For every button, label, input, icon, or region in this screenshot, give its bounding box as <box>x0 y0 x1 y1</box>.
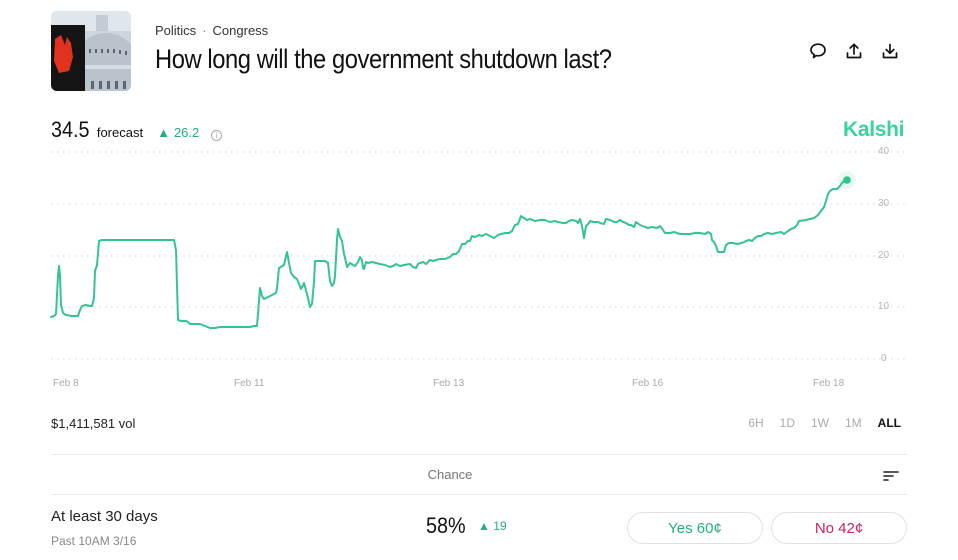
outcome-subtitle: Past 10AM 3/16 <box>51 534 137 548</box>
kalshi-logo: Kalshi <box>843 118 905 141</box>
range-all[interactable]: ALL <box>877 416 901 430</box>
up-arrow-icon: ▲ <box>478 519 490 533</box>
range-1w[interactable]: 1W <box>811 416 829 430</box>
page-title: How long will the government shutdown la… <box>155 44 612 74</box>
forecast-delta: ▲ 26.2 <box>157 125 199 140</box>
range-6h[interactable]: 6H <box>748 416 764 430</box>
endpoint-dot <box>843 176 851 184</box>
y-tick-20: 20 <box>878 250 890 261</box>
forecast-chart[interactable] <box>0 140 958 400</box>
x-tick-feb13: Feb 13 <box>433 378 465 389</box>
y-tick-10: 10 <box>878 301 890 312</box>
breadcrumb-congress[interactable]: Congress <box>212 23 269 38</box>
y-tick-0: 0 <box>881 353 887 364</box>
chance-column-header: Chance <box>427 467 473 482</box>
forecast-line <box>50 179 848 329</box>
volume: $1,411,581 vol <box>51 416 136 431</box>
divider <box>51 494 908 495</box>
download-icon[interactable] <box>880 40 900 62</box>
share-icon[interactable] <box>844 40 864 62</box>
x-tick-feb18: Feb 18 <box>813 378 845 389</box>
x-tick-feb8: Feb 8 <box>53 378 79 389</box>
market-thumbnail <box>51 11 131 91</box>
time-range-selector: 6H 1D 1W 1M ALL <box>748 416 901 430</box>
breadcrumb-politics[interactable]: Politics <box>155 23 197 38</box>
info-icon[interactable]: i <box>211 130 223 141</box>
breadcrumb-separator: · <box>202 23 207 38</box>
forecast-delta-value: 26.2 <box>173 125 200 140</box>
comment-icon[interactable] <box>808 40 828 62</box>
chance-delta-value: 19 <box>493 519 507 533</box>
x-tick-feb16: Feb 16 <box>632 378 664 389</box>
forecast-summary: 34.5 forecast ▲ 26.2 i <box>51 117 223 143</box>
buy-yes-button[interactable]: Yes 60¢ <box>627 512 763 544</box>
breadcrumb: Politics · Congress <box>155 23 268 38</box>
chance-percent: 58% <box>426 513 466 538</box>
up-arrow-icon: ▲ <box>157 125 170 140</box>
chance-delta: ▲ 19 <box>478 519 507 533</box>
x-tick-feb11: Feb 11 <box>234 378 265 389</box>
buy-no-button[interactable]: No 42¢ <box>771 512 907 544</box>
outcome-name: At least 30 days <box>51 508 158 525</box>
y-tick-30: 30 <box>878 198 890 209</box>
forecast-label: forecast <box>96 125 144 140</box>
divider <box>51 454 908 455</box>
sort-icon[interactable] <box>883 469 899 487</box>
range-1m[interactable]: 1M <box>845 416 862 430</box>
grid-lines <box>51 151 908 360</box>
outcome-chance: 58% ▲ 19 <box>426 513 507 539</box>
forecast-value: 34.5 <box>51 117 90 142</box>
header-actions <box>808 40 900 62</box>
y-tick-40: 40 <box>878 146 890 157</box>
range-1d[interactable]: 1D <box>779 416 795 430</box>
